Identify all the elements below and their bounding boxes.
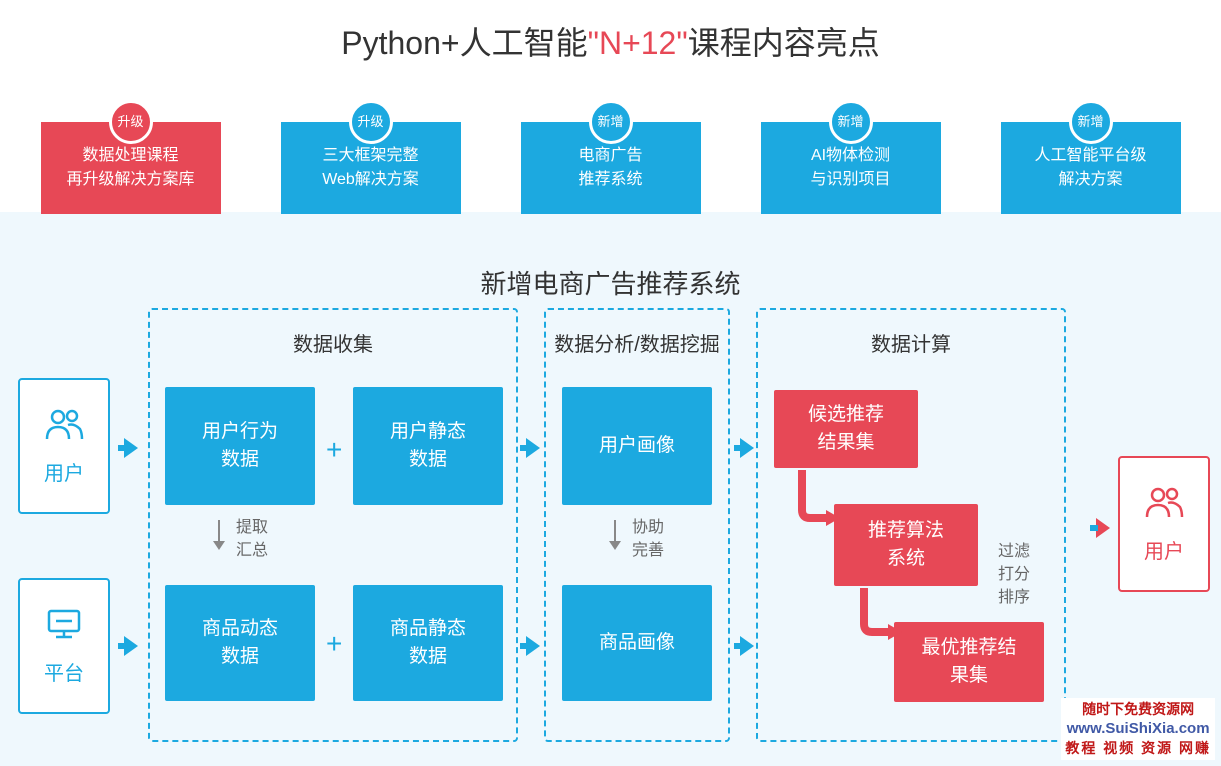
card-line1: AI物体检测 bbox=[811, 144, 890, 168]
feature-card: 升级 数据处理课程 再升级解决方案库 bbox=[41, 122, 221, 214]
plus-icon: + bbox=[326, 628, 342, 660]
title-highlight: "N+12" bbox=[588, 25, 688, 61]
group-title: 数据计算 bbox=[758, 328, 1064, 357]
watermark-line3: 教程 视频 资源 网赚 bbox=[1065, 739, 1211, 758]
arrow-right-icon bbox=[124, 636, 138, 656]
title-prefix: Python+人工智能 bbox=[341, 25, 587, 61]
feature-card: 新增 电商广告 推荐系统 bbox=[521, 122, 701, 214]
down-arrow-extract: 提取汇总 bbox=[218, 520, 220, 542]
node-user-behavior: 用户行为数据 bbox=[165, 387, 315, 505]
arrow-right-icon bbox=[1096, 518, 1110, 538]
arrow-right-icon bbox=[526, 438, 540, 458]
feature-card: 新增 AI物体检测 与识别项目 bbox=[761, 122, 941, 214]
elbow-arrow-icon bbox=[796, 470, 846, 530]
arrow-right-icon bbox=[740, 438, 754, 458]
down-arrow-assist: 协助完善 bbox=[614, 520, 616, 542]
users-icon bbox=[44, 407, 84, 449]
card-line1: 电商广告 bbox=[578, 144, 642, 168]
title-suffix: 课程内容亮点 bbox=[688, 25, 880, 61]
arrow-right-icon bbox=[740, 636, 754, 656]
watermark: 随时下免费资源网 www.SuiShiXia.com 教程 视频 资源 网赚 bbox=[1061, 698, 1215, 760]
source-user-box: 用户 bbox=[18, 378, 110, 514]
feature-cards-row: 升级 数据处理课程 再升级解决方案库 升级 三大框架完整 Web解决方案 新增 … bbox=[0, 122, 1221, 214]
card-line1: 三大框架完整 bbox=[322, 144, 418, 168]
group-title: 数据分析/数据挖掘 bbox=[546, 328, 728, 357]
card-line1: 人工智能平台级 bbox=[1034, 144, 1146, 168]
group-title: 数据收集 bbox=[150, 328, 516, 357]
card-badge: 新增 bbox=[1069, 100, 1113, 144]
feature-card: 升级 三大框架完整 Web解决方案 bbox=[281, 122, 461, 214]
result-label: 用户 bbox=[1144, 535, 1184, 564]
page-title: Python+人工智能"N+12"课程内容亮点 bbox=[0, 0, 1221, 74]
node-product-dynamic: 商品动态数据 bbox=[165, 585, 315, 701]
source-platform-box: 平台 bbox=[18, 578, 110, 714]
plus-icon: + bbox=[326, 434, 342, 466]
card-badge: 新增 bbox=[829, 100, 873, 144]
arrow-right-icon bbox=[526, 636, 540, 656]
node-product-static: 商品静态数据 bbox=[353, 585, 503, 701]
card-line2: 解决方案 bbox=[1058, 168, 1122, 192]
card-line1: 数据处理课程 bbox=[82, 144, 178, 168]
node-user-static: 用户静态数据 bbox=[353, 387, 503, 505]
watermark-line1: 随时下免费资源网 bbox=[1065, 700, 1211, 719]
source-label: 用户 bbox=[44, 457, 84, 486]
watermark-line2: www.SuiShiXia.com bbox=[1065, 719, 1211, 739]
node-algo-system: 推荐算法系统 bbox=[834, 504, 978, 586]
card-badge: 升级 bbox=[109, 100, 153, 144]
feature-card: 新增 人工智能平台级 解决方案 bbox=[1001, 122, 1181, 214]
node-best-result: 最优推荐结果集 bbox=[894, 622, 1044, 702]
card-badge: 新增 bbox=[589, 100, 633, 144]
monitor-icon bbox=[44, 607, 84, 649]
arrow-right-icon bbox=[124, 438, 138, 458]
card-line2: 推荐系统 bbox=[578, 168, 642, 192]
elbow-arrow-icon bbox=[858, 588, 908, 644]
result-user-box: 用户 bbox=[1118, 456, 1210, 592]
node-candidate-set: 候选推荐结果集 bbox=[774, 390, 918, 468]
node-user-portrait: 用户画像 bbox=[562, 387, 712, 505]
source-label: 平台 bbox=[44, 657, 84, 686]
diagram-subtitle: 新增电商广告推荐系统 bbox=[0, 264, 1221, 301]
annotation-filter-score-sort: 过滤 打分 排序 bbox=[998, 540, 1030, 610]
card-badge: 升级 bbox=[349, 100, 393, 144]
card-line2: Web解决方案 bbox=[322, 168, 419, 192]
card-line2: 再升级解决方案库 bbox=[66, 168, 194, 192]
users-icon bbox=[1144, 485, 1184, 527]
card-line2: 与识别项目 bbox=[810, 168, 890, 192]
node-product-portrait: 商品画像 bbox=[562, 585, 712, 701]
